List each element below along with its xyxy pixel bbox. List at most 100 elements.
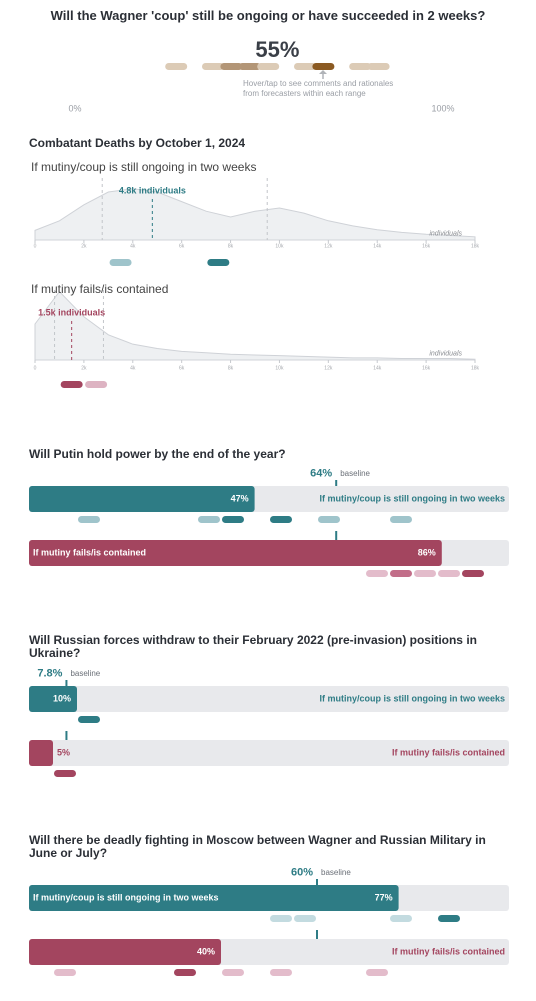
x-tick-label: 14k bbox=[373, 365, 382, 372]
forecast-pill bbox=[438, 915, 460, 922]
x-tick-label: 4k bbox=[130, 243, 136, 250]
median-label: 1.5k individuals bbox=[38, 307, 106, 318]
forecast-pill bbox=[390, 570, 412, 577]
bar bbox=[29, 686, 77, 712]
baseline-label: baseline bbox=[321, 868, 351, 877]
bar-value-label: 10% bbox=[52, 693, 71, 704]
baseline-value: 64% bbox=[310, 467, 333, 480]
forecast-pill bbox=[238, 63, 261, 70]
x-tick-label: 2k bbox=[81, 243, 87, 250]
median-label: 4.8k individuals bbox=[118, 185, 186, 196]
density-area bbox=[34, 290, 476, 361]
forecast-pill bbox=[220, 63, 243, 70]
question-title: Will Putin hold power by the end of the … bbox=[29, 447, 286, 461]
forecast-pill bbox=[257, 63, 280, 70]
x-tick-label: 12k bbox=[324, 365, 333, 372]
forecast-pill bbox=[390, 516, 412, 523]
x-tick-label: 16k bbox=[422, 243, 431, 250]
question-title: Will Russian forces withdraw to their Fe… bbox=[29, 633, 477, 660]
bar-value-label: 86% bbox=[417, 547, 436, 558]
x-tick-label: 0 bbox=[33, 243, 37, 250]
forecast-pill bbox=[85, 381, 108, 388]
series-label: If mutiny/coup is still ongoing in two w… bbox=[319, 493, 505, 504]
forecast-pill bbox=[109, 259, 132, 266]
density-area bbox=[34, 188, 476, 241]
forecast-pill bbox=[270, 516, 292, 523]
x-tick-label: 100% bbox=[431, 103, 455, 114]
bar-value-label: 77% bbox=[374, 892, 393, 903]
forecast-pill bbox=[54, 770, 76, 777]
bar bbox=[29, 740, 53, 766]
forecast-pill bbox=[78, 716, 100, 723]
chart-subtitle: If mutiny fails/is contained bbox=[31, 282, 169, 296]
forecast-pill bbox=[414, 570, 436, 577]
forecast-pill bbox=[222, 516, 244, 523]
chart-subtitle: If mutiny/coup is still ongoing in two w… bbox=[31, 160, 257, 174]
bar-value-label: 47% bbox=[230, 493, 249, 504]
bar-track bbox=[29, 686, 509, 712]
forecast-pill bbox=[198, 516, 220, 523]
x-tick-label: 6k bbox=[179, 243, 185, 250]
x-tick-label: 4k bbox=[130, 365, 136, 372]
series-label: If mutiny fails/is contained bbox=[391, 747, 505, 758]
bar bbox=[29, 885, 399, 911]
forecast-pill bbox=[294, 915, 316, 922]
x-tick-label: 0% bbox=[68, 103, 82, 114]
x-tick-label: 18k bbox=[470, 365, 480, 372]
bar bbox=[29, 540, 442, 566]
x-axis-label: individuals bbox=[429, 230, 462, 238]
forecast-pill bbox=[78, 516, 100, 523]
forecast-pill bbox=[318, 516, 340, 523]
forecast-pill bbox=[54, 969, 76, 976]
series-label: If mutiny fails/is contained bbox=[391, 946, 505, 957]
question-title: Will there be deadly fighting in Moscow … bbox=[29, 833, 486, 860]
forecast-pill bbox=[438, 570, 460, 577]
forecast-pill bbox=[462, 570, 484, 577]
forecast-pill bbox=[60, 381, 83, 388]
forecast-pill bbox=[222, 969, 244, 976]
baseline-value: 7.8% bbox=[37, 667, 63, 680]
bar-track bbox=[29, 740, 509, 766]
forecast-pill bbox=[202, 63, 224, 70]
forecast-pill bbox=[165, 63, 188, 70]
hover-hint: Hover/tap to see comments and rationales… bbox=[243, 79, 394, 98]
bar-value-label: 5% bbox=[57, 747, 71, 758]
forecast-pill bbox=[390, 915, 412, 922]
question-title: Will the Wagner 'coup' still be ongoing … bbox=[50, 8, 486, 23]
x-tick-label: 18k bbox=[470, 243, 480, 250]
x-tick-label: 2k bbox=[81, 365, 87, 372]
x-tick-label: 8k bbox=[227, 365, 234, 372]
forecast-pill bbox=[174, 969, 196, 976]
forecast-pill bbox=[312, 63, 335, 70]
x-tick-label: 8k bbox=[227, 243, 234, 250]
forecast-pill bbox=[270, 915, 292, 922]
forecast-pill bbox=[367, 63, 390, 70]
x-axis-label: individuals bbox=[429, 350, 462, 358]
baseline-label: baseline bbox=[70, 669, 101, 678]
series-label: If mutiny/coup is still ongoing in two w… bbox=[319, 693, 505, 704]
forecast-pill bbox=[294, 63, 316, 70]
x-tick-label: 12k bbox=[324, 243, 333, 250]
x-tick-label: 0 bbox=[33, 365, 37, 372]
x-tick-label: 10k bbox=[275, 365, 284, 372]
bar bbox=[29, 486, 255, 512]
bar-value-label: 40% bbox=[196, 946, 215, 957]
baseline-value: 60% bbox=[290, 866, 313, 879]
forecast-pill bbox=[270, 969, 292, 976]
forecast-pill bbox=[349, 63, 372, 70]
hover-arrow bbox=[319, 70, 327, 79]
forecast-pill bbox=[207, 259, 230, 266]
forecast-pill bbox=[366, 969, 388, 976]
baseline-label: baseline bbox=[340, 469, 370, 478]
series-label: If mutiny/coup is still ongoing in two w… bbox=[33, 892, 219, 903]
x-tick-label: 16k bbox=[422, 365, 431, 372]
x-tick-label: 6k bbox=[179, 365, 185, 372]
x-tick-label: 10k bbox=[275, 243, 284, 250]
bar bbox=[29, 939, 221, 965]
series-label: If mutiny fails/is contained bbox=[33, 547, 147, 558]
section-title: Combatant Deaths by October 1, 2024 bbox=[29, 136, 246, 150]
forecast-pill bbox=[366, 570, 388, 577]
community-forecast: 55% bbox=[255, 37, 300, 62]
